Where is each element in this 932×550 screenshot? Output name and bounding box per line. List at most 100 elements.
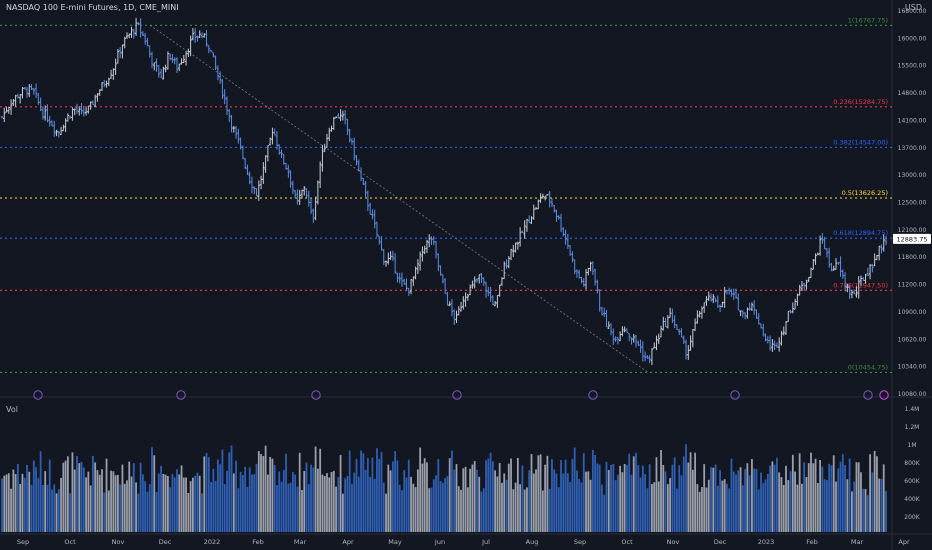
price-bar xyxy=(875,254,879,261)
volume-bar xyxy=(305,462,308,532)
volume-bar xyxy=(816,483,819,532)
volume-bar xyxy=(755,469,758,532)
volume-bar xyxy=(132,463,135,532)
currency-label[interactable]: USD xyxy=(904,3,922,12)
price-bar xyxy=(143,32,147,45)
price-bar xyxy=(493,300,497,307)
volume-bar xyxy=(387,464,390,532)
volume-bar xyxy=(603,494,606,532)
volume-bar xyxy=(485,460,487,532)
volume-bar xyxy=(591,449,594,532)
price-bar xyxy=(239,137,242,150)
price-bar xyxy=(205,30,208,47)
price-bar xyxy=(303,185,306,196)
volume-bar xyxy=(519,484,522,532)
volume-bar xyxy=(830,465,833,532)
price-bar xyxy=(496,294,499,309)
price-bar xyxy=(423,245,426,255)
volume-bar xyxy=(478,476,481,532)
volume-bar xyxy=(51,489,53,532)
price-bar xyxy=(41,106,45,120)
price-bar xyxy=(12,99,15,106)
price-bar xyxy=(727,287,731,295)
price-bar xyxy=(796,293,799,306)
volume-bar xyxy=(32,460,35,532)
volume-bar xyxy=(294,474,297,532)
volume-bar xyxy=(55,493,58,532)
volume-bar xyxy=(589,479,592,532)
volume-bar xyxy=(576,470,578,532)
price-bar xyxy=(871,263,874,273)
price-bar xyxy=(546,194,549,196)
volume-bar xyxy=(19,484,22,532)
volume-bar xyxy=(194,475,197,532)
price-bar xyxy=(223,89,226,105)
time-tick-label: Dec xyxy=(159,538,172,546)
price-bar xyxy=(680,328,683,338)
volume-bar xyxy=(616,474,619,532)
price-bar xyxy=(407,287,410,296)
volume-bar xyxy=(216,459,219,532)
price-bar xyxy=(562,227,565,237)
price-bar xyxy=(868,263,872,280)
price-bar xyxy=(609,323,613,336)
volume-bar xyxy=(880,478,883,532)
price-bar xyxy=(852,289,856,295)
volume-bar xyxy=(432,479,435,532)
volume-bar xyxy=(644,474,647,532)
volume-bar xyxy=(57,489,60,532)
price-bar xyxy=(784,321,788,335)
volume-bar xyxy=(496,476,499,532)
volume-bar xyxy=(114,475,117,532)
volume-bar xyxy=(646,488,649,532)
volume-bar xyxy=(585,471,587,532)
price-bar xyxy=(696,310,699,324)
volume-bar xyxy=(180,465,183,532)
fib-level-label: 0.382(14547.00) xyxy=(833,138,888,146)
volume-bar xyxy=(455,464,458,532)
volume-bar xyxy=(366,458,369,532)
price-bar xyxy=(312,208,315,223)
symbol-title[interactable]: NASDAQ 100 E-mini Futures, 1D, CME_MINI xyxy=(6,3,179,12)
price-bar xyxy=(225,96,229,116)
price-bar xyxy=(657,333,660,345)
price-bar xyxy=(834,258,838,270)
volume-bar xyxy=(866,495,869,532)
price-bar xyxy=(116,48,120,64)
volume-bar xyxy=(803,462,806,532)
volume-bar xyxy=(369,477,372,532)
price-bar xyxy=(698,310,701,318)
volume-label[interactable]: Vol xyxy=(6,405,18,414)
volume-bar xyxy=(860,472,862,532)
volume-bar xyxy=(489,452,492,532)
price-bar xyxy=(46,104,49,123)
price-bar xyxy=(237,128,240,144)
volume-bar xyxy=(126,480,128,532)
volume-bar xyxy=(251,474,253,532)
volume-bar xyxy=(769,465,772,532)
volume-bar xyxy=(219,464,222,532)
price-bar xyxy=(446,292,449,306)
price-bar xyxy=(707,291,710,301)
volume-bar xyxy=(691,469,694,532)
volume-bar xyxy=(746,463,749,532)
volume-bar xyxy=(619,465,622,532)
price-bar xyxy=(573,259,576,275)
price-bar xyxy=(832,265,835,271)
price-bar xyxy=(62,124,65,132)
volume-bar xyxy=(501,482,503,532)
price-bar xyxy=(459,302,463,312)
volume-bar xyxy=(857,462,860,532)
volume-bar xyxy=(246,486,249,532)
volume-bar xyxy=(719,470,722,532)
volume-bar xyxy=(848,458,851,532)
price-tick-label: 10340.00 xyxy=(898,364,927,371)
price-bar xyxy=(482,277,485,286)
price-bar xyxy=(412,276,415,286)
price-bar xyxy=(582,278,585,287)
price-bar xyxy=(768,335,772,351)
volume-bar xyxy=(423,458,426,532)
price-bar xyxy=(780,330,783,346)
price-bar xyxy=(291,180,295,194)
